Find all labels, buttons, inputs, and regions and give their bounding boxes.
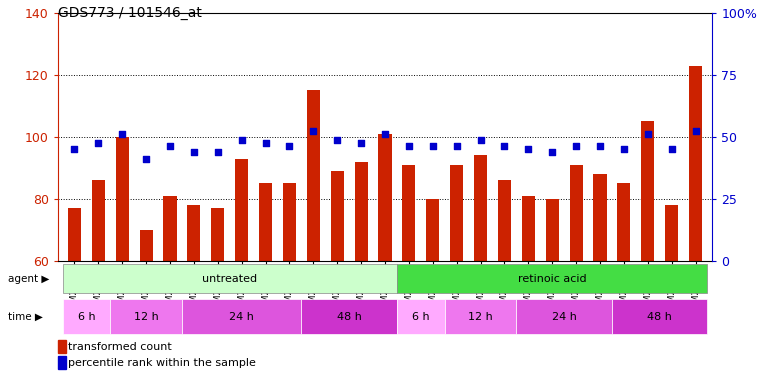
Text: percentile rank within the sample: percentile rank within the sample	[69, 358, 256, 368]
Point	[618, 146, 630, 152]
Bar	[58, 340, 65, 352]
FancyBboxPatch shape	[62, 264, 397, 293]
Point	[450, 143, 463, 149]
Bar	[474, 155, 487, 261]
Point	[498, 143, 511, 149]
Point	[355, 140, 367, 146]
Bar	[378, 134, 392, 261]
FancyBboxPatch shape	[397, 264, 708, 293]
Bar	[594, 174, 607, 261]
Bar	[306, 90, 320, 261]
Point	[665, 146, 678, 152]
Point	[546, 149, 558, 155]
Point	[307, 128, 320, 134]
Point	[140, 156, 152, 162]
Point	[164, 143, 176, 149]
FancyBboxPatch shape	[62, 299, 110, 334]
Bar	[68, 208, 81, 261]
Bar	[641, 122, 654, 261]
FancyBboxPatch shape	[110, 299, 182, 334]
Text: 6 h: 6 h	[78, 312, 95, 321]
Text: 48 h: 48 h	[648, 312, 672, 321]
Point	[379, 131, 391, 137]
Text: 6 h: 6 h	[412, 312, 430, 321]
Point	[188, 149, 200, 155]
Point	[283, 143, 296, 149]
FancyBboxPatch shape	[397, 299, 445, 334]
Bar	[283, 183, 296, 261]
Text: 12 h: 12 h	[134, 312, 159, 321]
Bar	[92, 180, 105, 261]
Bar	[235, 159, 248, 261]
Bar	[450, 165, 464, 261]
Text: agent ▶: agent ▶	[8, 274, 49, 284]
Point	[69, 146, 81, 152]
Text: transformed count: transformed count	[69, 342, 172, 352]
Point	[474, 137, 487, 143]
Bar	[665, 205, 678, 261]
Point	[689, 128, 701, 134]
Point	[403, 143, 415, 149]
Point	[522, 146, 534, 152]
Bar	[354, 162, 368, 261]
Point	[331, 137, 343, 143]
FancyBboxPatch shape	[517, 299, 612, 334]
Bar	[546, 199, 559, 261]
Bar	[618, 183, 631, 261]
Point	[427, 143, 439, 149]
FancyBboxPatch shape	[182, 299, 301, 334]
FancyBboxPatch shape	[445, 299, 517, 334]
Point	[116, 131, 129, 137]
Bar	[570, 165, 583, 261]
Bar	[330, 171, 343, 261]
Point	[212, 149, 224, 155]
Point	[259, 140, 272, 146]
Bar	[187, 205, 200, 261]
Text: 24 h: 24 h	[229, 312, 254, 321]
Bar	[58, 356, 65, 369]
Bar	[259, 183, 272, 261]
Text: untreated: untreated	[203, 274, 257, 284]
FancyBboxPatch shape	[301, 299, 397, 334]
Point	[594, 143, 606, 149]
Text: time ▶: time ▶	[8, 312, 42, 321]
Point	[92, 140, 105, 146]
Bar	[116, 137, 129, 261]
Bar	[498, 180, 511, 261]
Bar	[689, 66, 702, 261]
FancyBboxPatch shape	[612, 299, 708, 334]
Point	[236, 137, 248, 143]
Bar	[163, 196, 176, 261]
Point	[570, 143, 582, 149]
Text: 24 h: 24 h	[552, 312, 577, 321]
Text: retinoic acid: retinoic acid	[518, 274, 587, 284]
Text: 12 h: 12 h	[468, 312, 493, 321]
Text: 48 h: 48 h	[336, 312, 362, 321]
Bar	[139, 230, 152, 261]
Bar	[402, 165, 416, 261]
Bar	[211, 208, 224, 261]
Bar	[522, 196, 535, 261]
Bar	[427, 199, 440, 261]
Point	[641, 131, 654, 137]
Text: GDS773 / 101546_at: GDS773 / 101546_at	[58, 6, 202, 20]
